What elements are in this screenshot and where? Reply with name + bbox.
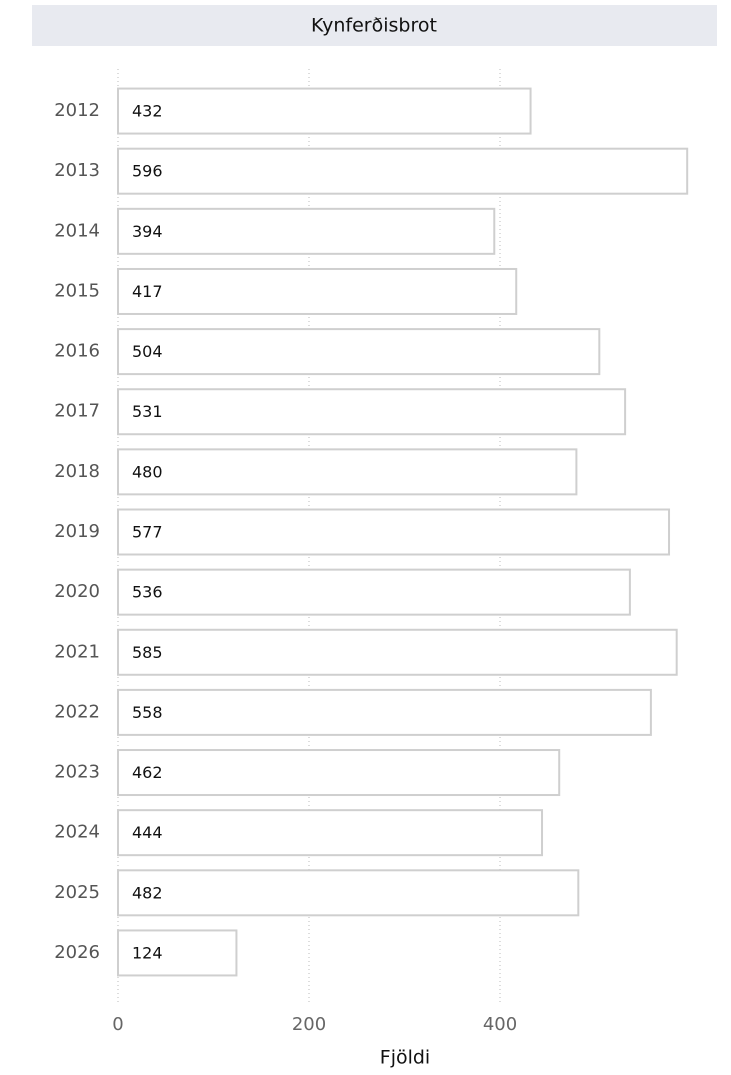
title-bar [32,5,717,46]
bar [117,207,496,255]
value-label: 596 [132,162,163,181]
y-tick-label: 2012 [54,100,100,121]
value-label: 417 [132,282,163,301]
y-tick-label: 2024 [54,822,100,843]
x-tick-label: 400 [483,1014,517,1035]
value-label: 480 [132,462,163,481]
y-tick-label: 2022 [54,701,100,722]
value-label: 531 [132,402,163,421]
bar [117,688,652,736]
value-label: 444 [132,823,163,842]
y-tick-label: 2014 [54,220,100,241]
value-label: 124 [132,943,163,962]
chart-title: Kynferðisbrot [311,15,437,37]
value-label: 394 [132,222,163,241]
value-label: 504 [132,342,163,361]
x-tick-label: 0 [112,1014,123,1035]
value-label: 482 [132,883,163,902]
y-tick-label: 2018 [54,461,100,482]
bar [117,147,689,195]
value-label: 536 [132,583,163,602]
y-tick-label: 2020 [54,581,100,602]
x-axis-label: Fjöldi [380,1047,430,1069]
value-label: 432 [132,102,163,121]
value-label: 585 [132,643,163,662]
bar [117,929,238,977]
y-tick-label: 2013 [54,160,100,181]
x-tick-label: 200 [292,1014,326,1035]
bar [117,568,631,616]
value-label: 577 [132,523,163,542]
y-tick-label: 2023 [54,762,100,783]
value-label: 462 [132,763,163,782]
bar [117,87,532,135]
y-tick-label: 2016 [54,341,100,362]
bar [117,448,578,496]
bar [117,749,561,797]
y-tick-label: 2025 [54,882,100,903]
bar [117,869,580,917]
value-label: 558 [132,703,163,722]
bar [117,508,671,556]
bar [117,328,601,376]
bar [117,388,627,436]
bar [117,267,518,315]
y-tick-label: 2015 [54,280,100,301]
y-tick-label: 2021 [54,641,100,662]
bar [117,628,678,676]
y-tick-label: 2026 [54,942,100,963]
bar [117,809,544,857]
y-tick-label: 2017 [54,401,100,422]
y-tick-label: 2019 [54,521,100,542]
